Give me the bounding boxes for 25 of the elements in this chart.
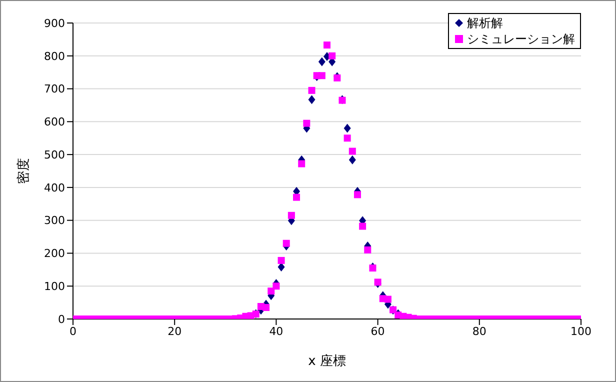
point (308, 95, 316, 104)
x-tick-label: 40 (269, 324, 284, 338)
x-tick-label: 100 (570, 324, 592, 338)
legend-label: 解析解 (467, 15, 503, 31)
legend-label: シミュレーション解 (467, 31, 575, 47)
y-tick-label: 900 (44, 16, 65, 30)
y-tick-label: 100 (44, 280, 65, 294)
y-tick-label: 500 (44, 148, 65, 162)
y-tick-label: 300 (44, 214, 65, 228)
point (348, 155, 356, 164)
x-tick-label: 0 (70, 324, 76, 338)
x-tick-label: 60 (370, 324, 385, 338)
x-tick-label: 20 (168, 324, 182, 338)
point (278, 262, 285, 272)
point (318, 57, 326, 66)
point (344, 124, 351, 133)
y-tick-label: 200 (44, 247, 65, 260)
x-axis-title: x 座標 (308, 353, 346, 369)
y-tick-label: 700 (44, 82, 65, 96)
y-axis-title: 密度 (16, 158, 32, 184)
y-tick-label: 0 (58, 312, 65, 326)
y-tick-label: 800 (44, 50, 65, 63)
y-tick-label: 400 (44, 181, 65, 194)
y-tick-label: 600 (44, 116, 65, 129)
x-tick-label: 80 (472, 324, 486, 338)
